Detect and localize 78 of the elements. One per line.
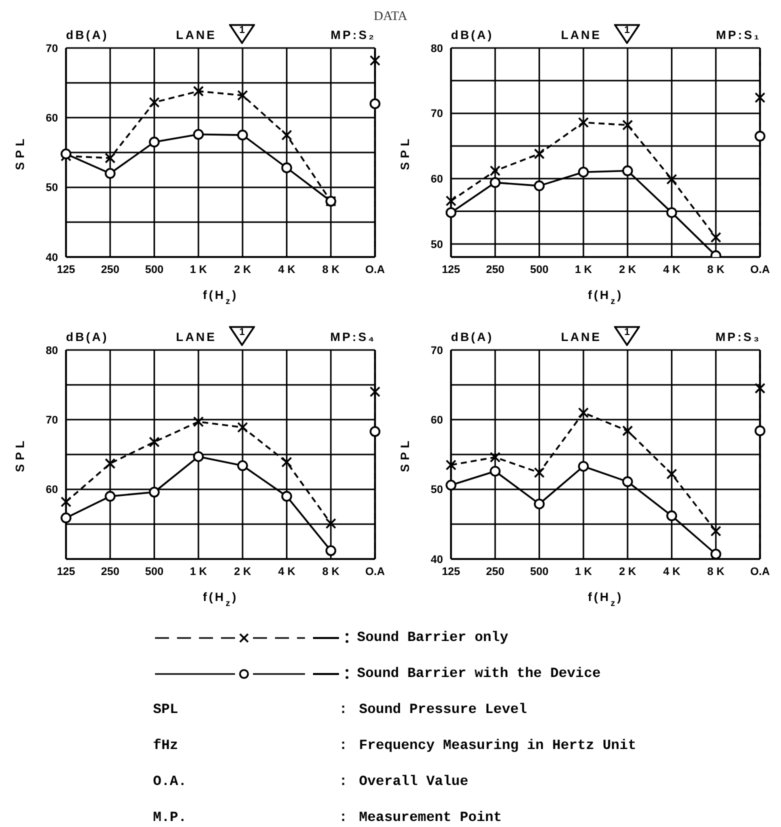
chart-subtitle: 1 — [623, 327, 631, 338]
y-tick-label: 70 — [46, 414, 58, 427]
y-tick-label: 50 — [46, 182, 58, 194]
x-tick-label: 125 — [56, 566, 76, 578]
x-tick-label: 4 K — [278, 264, 296, 276]
x-tick-label: 2 K — [234, 264, 252, 276]
x-tick-label: 1 K — [574, 566, 592, 578]
x-tick-label: 4 K — [278, 566, 296, 578]
y-axis-title: SPL — [398, 436, 412, 472]
x-tick-label: 1 K — [190, 566, 208, 578]
y-tick-label: 60 — [430, 414, 443, 427]
text: MP:S₂ — [330, 28, 376, 42]
x-tick-label: 2 K — [619, 566, 636, 578]
x-tick-label: 250 — [486, 264, 504, 276]
text: MP:S₁ — [716, 28, 761, 42]
chart-title: LANE — [561, 330, 602, 344]
x-tick-label: 500 — [145, 264, 164, 276]
y-tick-label: 80 — [46, 344, 58, 357]
y-tick-label: 50 — [430, 484, 443, 496]
chart-subtitle: 1 — [238, 25, 246, 36]
y-axis-title: SPL — [398, 134, 412, 170]
legend-label: Sound Barrier with the Device — [357, 666, 601, 682]
x-axis-title: f(H$_{z}$) — [588, 590, 624, 608]
x-tick-label: 500 — [145, 566, 164, 578]
y-tick-label: 50 — [430, 238, 443, 251]
chart-title: LANE — [176, 330, 217, 344]
x-tick-label: 250 — [100, 566, 120, 578]
text: O.A. : Overall Value — [153, 774, 468, 790]
x-tick-label: 500 — [530, 264, 548, 276]
text: dB(A) — [66, 330, 109, 344]
x-tick-label: 8 K — [322, 566, 340, 578]
y-axis-title: SPL — [13, 134, 27, 170]
y-axis-title: SPL — [13, 436, 27, 472]
x-tick-label: 1 K — [190, 264, 208, 276]
text: DATA — [374, 8, 408, 23]
y-tick-label: 60 — [430, 174, 443, 186]
chart-subtitle: 1 — [623, 25, 631, 36]
x-tick-label: 125 — [442, 566, 460, 578]
x-tick-label: 125 — [442, 264, 460, 276]
text: dB(A) — [451, 330, 494, 344]
legend-label: Sound Barrier only — [357, 630, 508, 646]
x-axis-title: f(H$_{z}$) — [588, 288, 624, 306]
x-tick-label: 8 K — [707, 566, 724, 578]
text: MP:S₄ — [330, 330, 376, 344]
x-tick-label: O.A — [365, 566, 385, 578]
y-tick-label: 80 — [430, 42, 443, 55]
text: fHz : Frequency Measuring in Hertz Unit — [153, 738, 636, 754]
x-tick-label: 8 K — [707, 264, 724, 276]
x-tick-label: 2 K — [619, 264, 636, 276]
x-tick-label: 125 — [56, 264, 76, 276]
x-tick-label: O.A — [365, 264, 385, 276]
x-tick-label: 250 — [100, 264, 120, 276]
text: SPL : Sound Pressure Level — [153, 702, 528, 718]
x-tick-label: 500 — [530, 566, 548, 578]
chart-title: LANE — [561, 28, 602, 42]
text: M.P. : Measurement Point — [153, 810, 502, 826]
chart-subtitle: 1 — [238, 327, 246, 338]
y-tick-label: 40 — [46, 252, 58, 264]
x-tick-label: 250 — [486, 566, 504, 578]
y-tick-label: 70 — [430, 344, 443, 357]
x-tick-label: O.A — [750, 264, 770, 276]
y-tick-label: 70 — [430, 108, 443, 120]
y-tick-label: 60 — [46, 484, 58, 496]
y-tick-label: 60 — [46, 112, 58, 125]
x-tick-label: 2 K — [234, 566, 252, 578]
x-axis-title: f(H$_{z}$) — [202, 288, 238, 306]
x-tick-label: 4 K — [663, 264, 680, 276]
x-tick-label: 8 K — [322, 264, 340, 276]
text: dB(A) — [451, 28, 494, 42]
x-axis-title: f(H$_{z}$) — [202, 590, 238, 608]
y-tick-label: 70 — [46, 42, 58, 55]
x-tick-label: O.A — [750, 566, 770, 578]
text: MP:S₃ — [715, 330, 761, 344]
chart-title: LANE — [176, 28, 217, 42]
x-tick-label: 1 K — [574, 264, 592, 276]
y-tick-label: 40 — [430, 554, 443, 566]
x-tick-label: 4 K — [663, 566, 680, 578]
text: dB(A) — [66, 28, 109, 42]
